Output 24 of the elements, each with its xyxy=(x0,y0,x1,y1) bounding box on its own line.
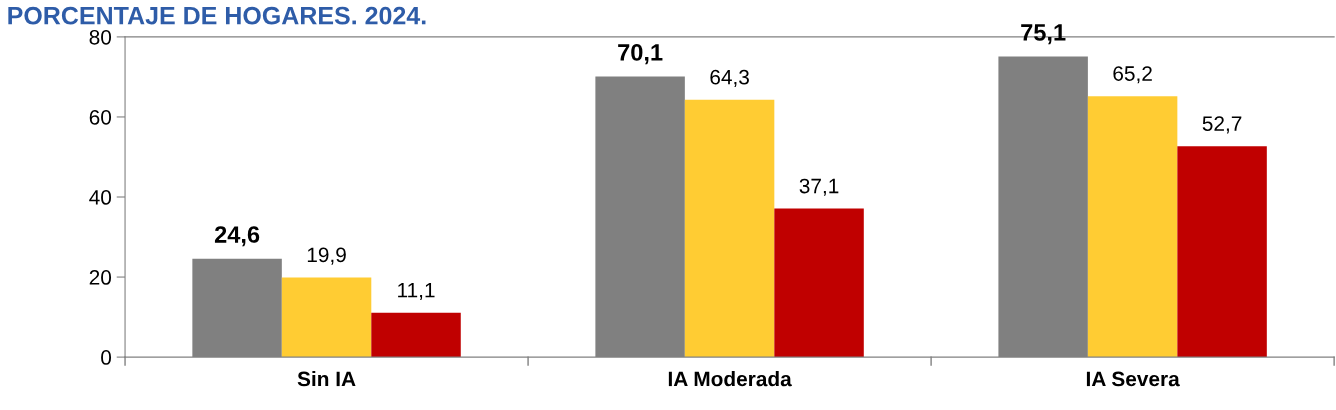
bar xyxy=(774,208,864,358)
data-label: 75,1 xyxy=(1021,24,1066,45)
data-label: 65,2 xyxy=(1113,66,1152,84)
y-tick-label: 60 xyxy=(89,109,112,125)
bar xyxy=(684,99,775,358)
x-tick-label: IA Severa xyxy=(1086,371,1180,387)
chart-title: PORCENTAJE DE HOGARES. 2024. xyxy=(8,6,426,25)
data-label: 24,6 xyxy=(214,226,260,247)
data-label: 70,1 xyxy=(618,44,663,65)
y-tick-label: 40 xyxy=(89,190,112,205)
data-label: 37,1 xyxy=(799,178,839,196)
data-label: 64,3 xyxy=(710,69,749,87)
bar xyxy=(371,312,461,358)
y-tick-label: 80 xyxy=(89,29,112,45)
y-tick-label: 20 xyxy=(89,270,112,285)
bar xyxy=(1177,146,1267,358)
data-label: 11,1 xyxy=(398,282,435,300)
bar xyxy=(281,277,372,358)
data-label: 19,9 xyxy=(307,247,346,265)
bar xyxy=(1087,96,1178,358)
x-tick-label: Sin IA xyxy=(297,371,356,387)
y-tick-label: 0 xyxy=(101,350,112,365)
data-label: 52,7 xyxy=(1202,116,1242,134)
x-tick-label: IA Moderada xyxy=(668,371,792,387)
